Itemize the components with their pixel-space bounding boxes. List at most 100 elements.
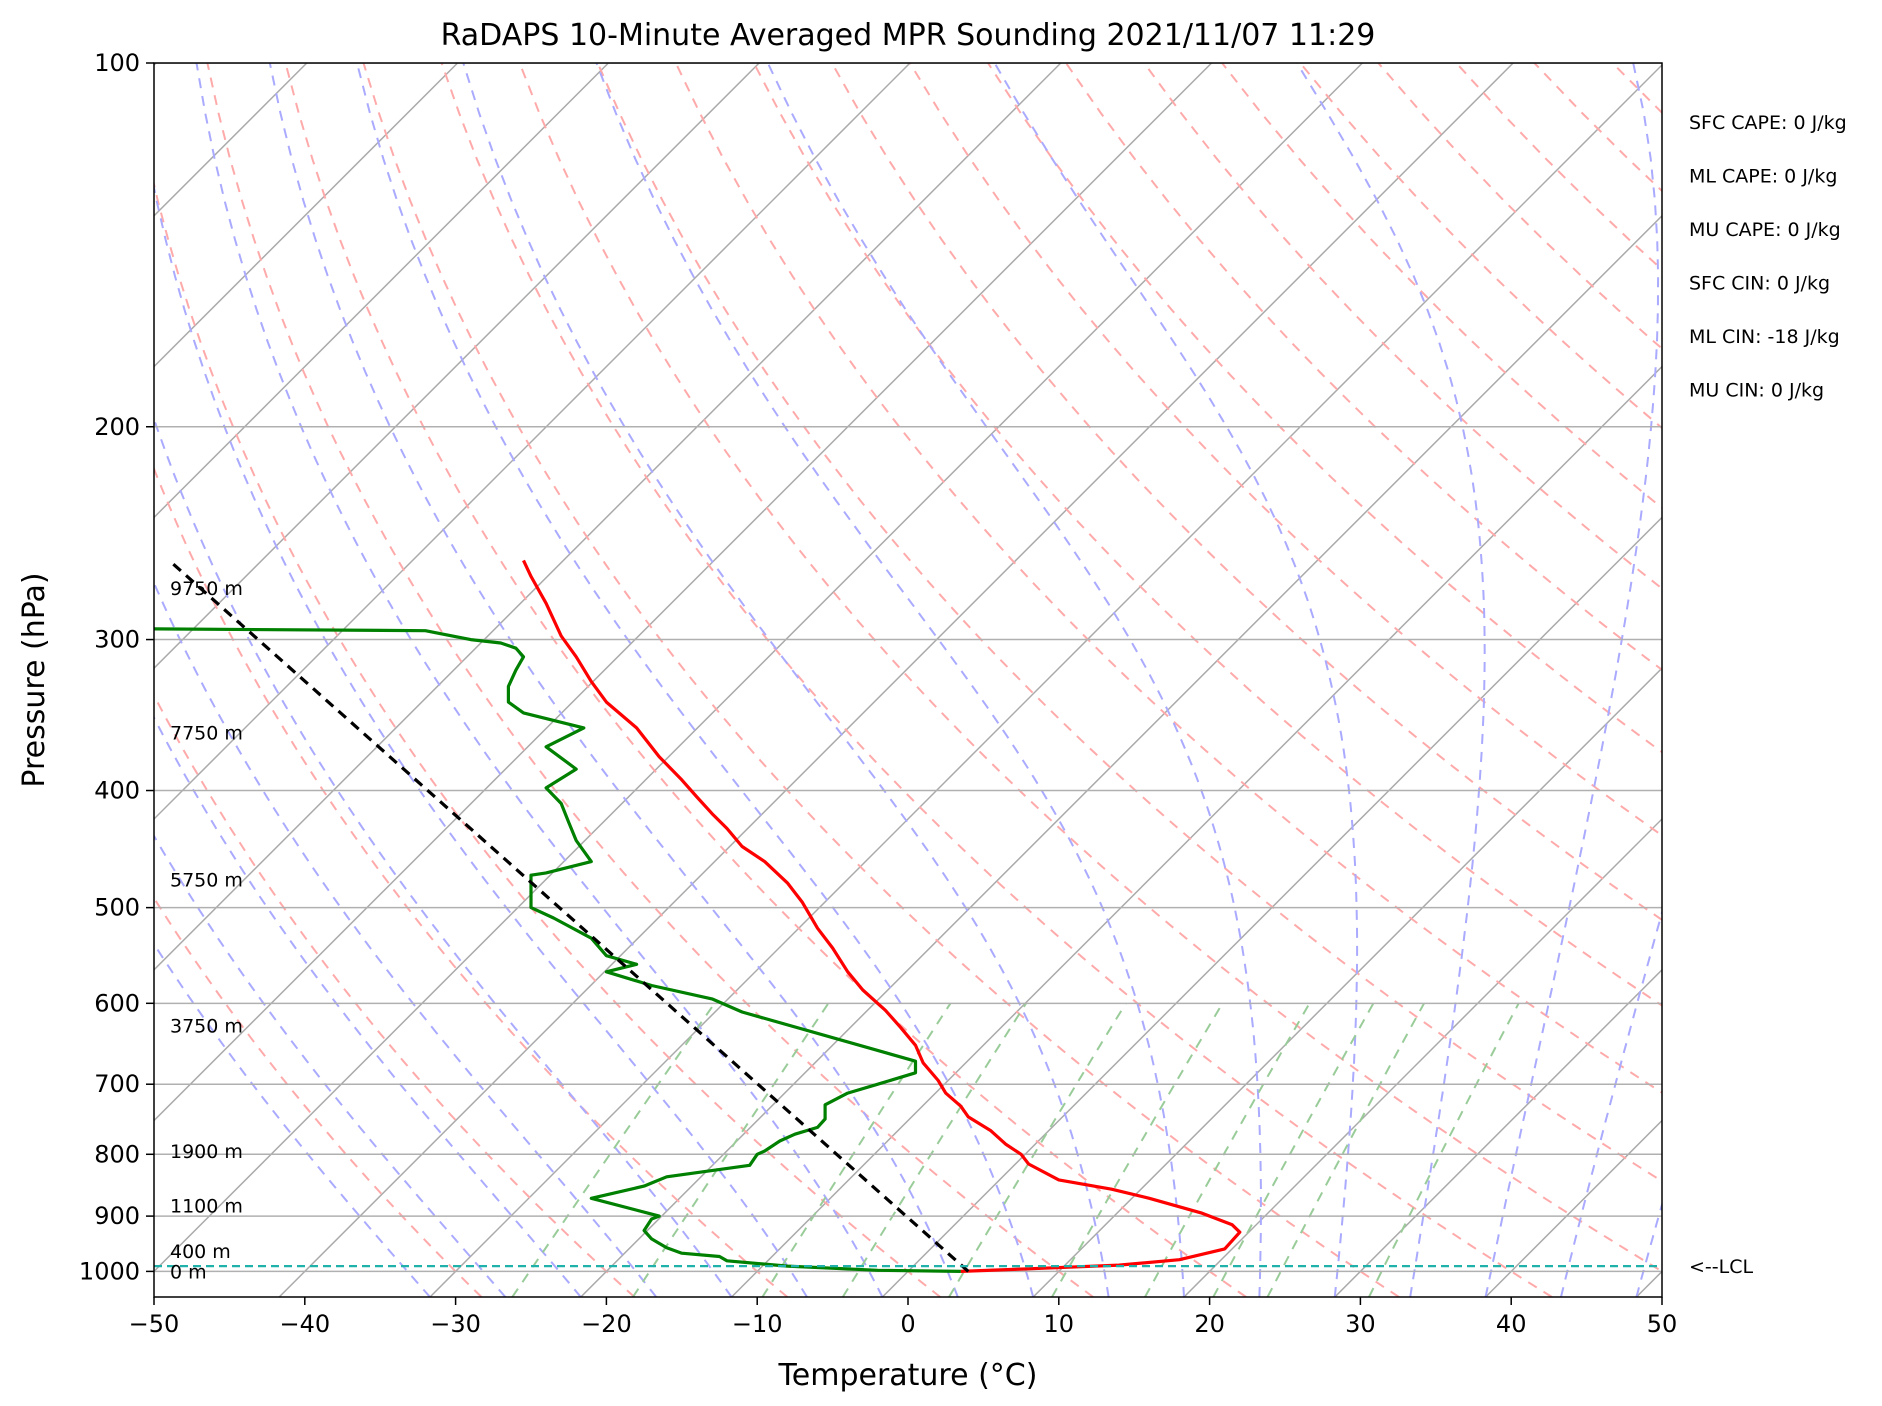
y-tick-label: 1000: [79, 1257, 140, 1285]
moist-adiabat-line: [154, 942, 431, 1297]
y-axis: 100 200 300 400 500 600 700 800 900 1000: [79, 49, 154, 1285]
moist-adiabat-line: [154, 834, 507, 1297]
isotherm-line: [278, 63, 1514, 1297]
dewpoint-line: [154, 627, 961, 1273]
stability-index-text: SFC CIN: 0 J/kg: [1689, 273, 1830, 295]
height-label: 0 m: [170, 1261, 207, 1283]
isotherm-line: [154, 63, 459, 368]
x-tick-label: 40: [1496, 1310, 1527, 1338]
y-tick-label: 600: [94, 989, 140, 1017]
moist-adiabat-line: [154, 182, 808, 1297]
isotherm-line: [154, 63, 1363, 1273]
dry-adiabat-line: [154, 466, 789, 1297]
dry-adiabat-line: [1143, 63, 1662, 590]
dry-adiabat-line: [596, 63, 1662, 1183]
y-tick-label: 700: [94, 1070, 140, 1098]
dry-adiabat-line: [206, 63, 1094, 1297]
moist-adiabat-line: [268, 63, 959, 1297]
y-tick-label: 900: [94, 1202, 140, 1230]
series-layer: [154, 559, 1662, 1273]
x-tick-label: 30: [1345, 1310, 1376, 1338]
stability-indices: SFC CAPE: 0 J/kg ML CAPE: 0 J/kg MU CAPE: …: [1689, 112, 1847, 402]
y-tick-label: 400: [94, 777, 140, 805]
isotherm-line: [154, 63, 911, 821]
height-label: 5750 m: [170, 870, 243, 892]
stability-index-text: ML CIN: -18 J/kg: [1689, 326, 1840, 348]
dry-adiabat-line: [362, 63, 1400, 1297]
mixing-ratio-line: [761, 1002, 952, 1297]
stability-index-text: ML CAPE: 0 J/kg: [1689, 166, 1837, 188]
pressure-grid: [154, 63, 1662, 1273]
y-tick-label: 500: [94, 894, 140, 922]
height-label: 7750 m: [170, 722, 243, 744]
dry-adiabat-line: [518, 63, 1662, 1273]
isotherm-line: [154, 63, 1062, 971]
stability-index-text: SFC CAPE: 0 J/kg: [1689, 112, 1847, 134]
lcl-label: <--LCL: [1689, 1256, 1753, 1278]
dry-adiabat-line: [674, 63, 1662, 1094]
moist-adiabat-line: [1296, 63, 1486, 1297]
mixing-ratio-line: [511, 1002, 716, 1297]
x-tick-label: −10: [732, 1310, 783, 1338]
isotherm-line: [429, 63, 1662, 1297]
mixing-ratio-line: [1051, 1002, 1224, 1297]
y-tick-label: 100: [94, 49, 140, 77]
chart-title: RaDAPS 10-Minute Averaged MPR Sounding 2…: [441, 18, 1376, 53]
x-tick-label: −20: [581, 1310, 632, 1338]
y-tick-label: 200: [94, 413, 140, 441]
y-tick-label: 800: [94, 1140, 140, 1168]
mixing-ratio-line: [948, 1002, 1127, 1297]
moist-adiabat-line: [993, 63, 1359, 1297]
height-labels: 9750 m 7750 m 5750 m 3750 m 1900 m 1100 m 400 …: [170, 578, 243, 1283]
parcel-path-line: [168, 559, 970, 1273]
x-tick-label: 10: [1044, 1310, 1075, 1338]
x-tick-label: −40: [279, 1310, 330, 1338]
height-label: 1900 m: [170, 1141, 243, 1163]
isotherm-line: [154, 63, 1213, 1122]
isotherm-line: [1183, 817, 1662, 1297]
isotherm-line: [881, 516, 1662, 1297]
stability-index-text: MU CIN: 0 J/kg: [1689, 380, 1824, 402]
dry-adiabat-line: [154, 693, 636, 1297]
stability-index-text: MU CAPE: 0 J/kg: [1689, 219, 1841, 241]
height-label: 9750 m: [170, 578, 243, 600]
isotherm-line: [154, 63, 760, 670]
mixing-ratio-line: [1368, 1002, 1520, 1297]
isotherm-line: [1032, 667, 1662, 1297]
x-axis: −50 −40 −30 −20 −10 0 10 20 30 40 50: [129, 1297, 1678, 1338]
x-tick-label: 0: [900, 1310, 915, 1338]
x-tick-label: 50: [1647, 1310, 1678, 1338]
mixing-ratio-line: [1144, 1002, 1311, 1297]
x-tick-label: −30: [430, 1310, 481, 1338]
x-tick-label: 20: [1194, 1310, 1225, 1338]
isotherm-line: [154, 63, 609, 519]
mixing-ratio-line: [1266, 1002, 1425, 1297]
isotherm-line: [731, 365, 1662, 1297]
x-axis-label: Temperature (°C): [778, 1358, 1038, 1393]
dry-adiabat-line: [154, 896, 483, 1297]
height-label: 3750 m: [170, 1016, 243, 1038]
height-label: 1100 m: [170, 1195, 243, 1217]
y-axis-label: Pressure (hPa): [17, 572, 52, 787]
x-tick-label: −50: [129, 1310, 180, 1338]
mixing-ratio-line: [841, 1002, 1027, 1297]
dry-adiabat-line: [909, 63, 1662, 837]
moist-adiabat-line: [595, 63, 1185, 1297]
moist-adiabat-line: [154, 715, 582, 1297]
moist-adiabat-line: [462, 63, 1110, 1297]
dry-adiabat-line: [987, 63, 1662, 754]
moist-adiabat-line: [195, 63, 884, 1297]
temperature-line: [522, 559, 1242, 1273]
dry-adiabat-line: [752, 63, 1662, 1007]
background-lines: [154, 63, 1662, 1297]
dry-adiabat-line: [440, 63, 1553, 1297]
dry-adiabat-line: [284, 63, 1247, 1297]
moist-adiabat-line: [1560, 908, 1662, 1297]
moist-adiabat-line: [154, 416, 733, 1297]
moist-adiabat-line: [356, 63, 1035, 1297]
mixing-ratio-line: [1212, 1002, 1375, 1297]
y-tick-label: 300: [94, 626, 140, 654]
moist-adiabat-line: [154, 580, 657, 1297]
isotherm-line: [580, 214, 1662, 1297]
